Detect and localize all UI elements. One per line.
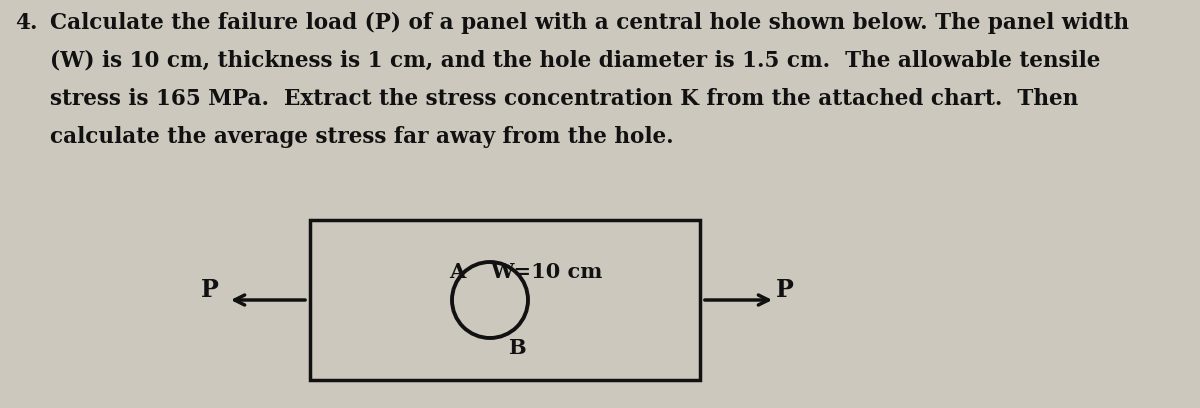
Bar [310, 220, 700, 380]
Text: P: P [202, 278, 218, 302]
Text: (W) is 10 cm, thickness is 1 cm, and the hole diameter is 1.5 cm.  The allowable: (W) is 10 cm, thickness is 1 cm, and the… [50, 50, 1100, 72]
Circle shape [452, 262, 528, 338]
Text: 4.: 4. [14, 12, 37, 34]
Text: stress is 165 MPa.  Extract the stress concentration K from the attached chart. : stress is 165 MPa. Extract the stress co… [50, 88, 1079, 110]
Text: W=10 cm: W=10 cm [490, 262, 602, 282]
Text: P: P [776, 278, 794, 302]
Text: A: A [449, 262, 466, 282]
Text: calculate the average stress far away from the hole.: calculate the average stress far away fr… [50, 126, 673, 148]
Text: Calculate the failure load (P) of a panel with a central hole shown below. The p: Calculate the failure load (P) of a pane… [50, 12, 1129, 34]
Text: B: B [508, 338, 526, 358]
